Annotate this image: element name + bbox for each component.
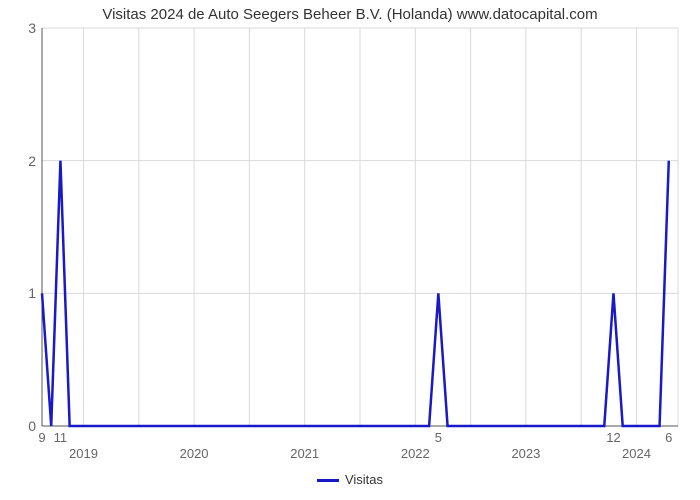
- legend: Visitas: [0, 472, 700, 487]
- ytick-label: 2: [28, 153, 36, 169]
- chart-svg: [42, 28, 678, 426]
- plot-area: 01239115126201920202021202220232024: [42, 28, 678, 426]
- ytick-label: 0: [28, 418, 36, 434]
- xtick-minor-label: 5: [435, 430, 442, 445]
- xtick-major-label: 2023: [511, 446, 540, 461]
- xtick-minor-label: 11: [54, 430, 68, 445]
- ytick-label: 3: [28, 20, 36, 36]
- legend-label: Visitas: [345, 472, 383, 487]
- xtick-minor-label: 12: [606, 430, 620, 445]
- xtick-major-label: 2019: [69, 446, 98, 461]
- xtick-major-label: 2024: [622, 446, 651, 461]
- legend-swatch: [317, 479, 339, 482]
- xtick-major-label: 2022: [401, 446, 430, 461]
- xtick-major-label: 2021: [290, 446, 319, 461]
- chart-title: Visitas 2024 de Auto Seegers Beheer B.V.…: [0, 6, 700, 23]
- ytick-label: 1: [28, 285, 36, 301]
- xtick-minor-label: 9: [38, 430, 45, 445]
- xtick-minor-label: 6: [665, 430, 672, 445]
- xtick-major-label: 2020: [180, 446, 209, 461]
- chart-container: Visitas 2024 de Auto Seegers Beheer B.V.…: [0, 0, 700, 500]
